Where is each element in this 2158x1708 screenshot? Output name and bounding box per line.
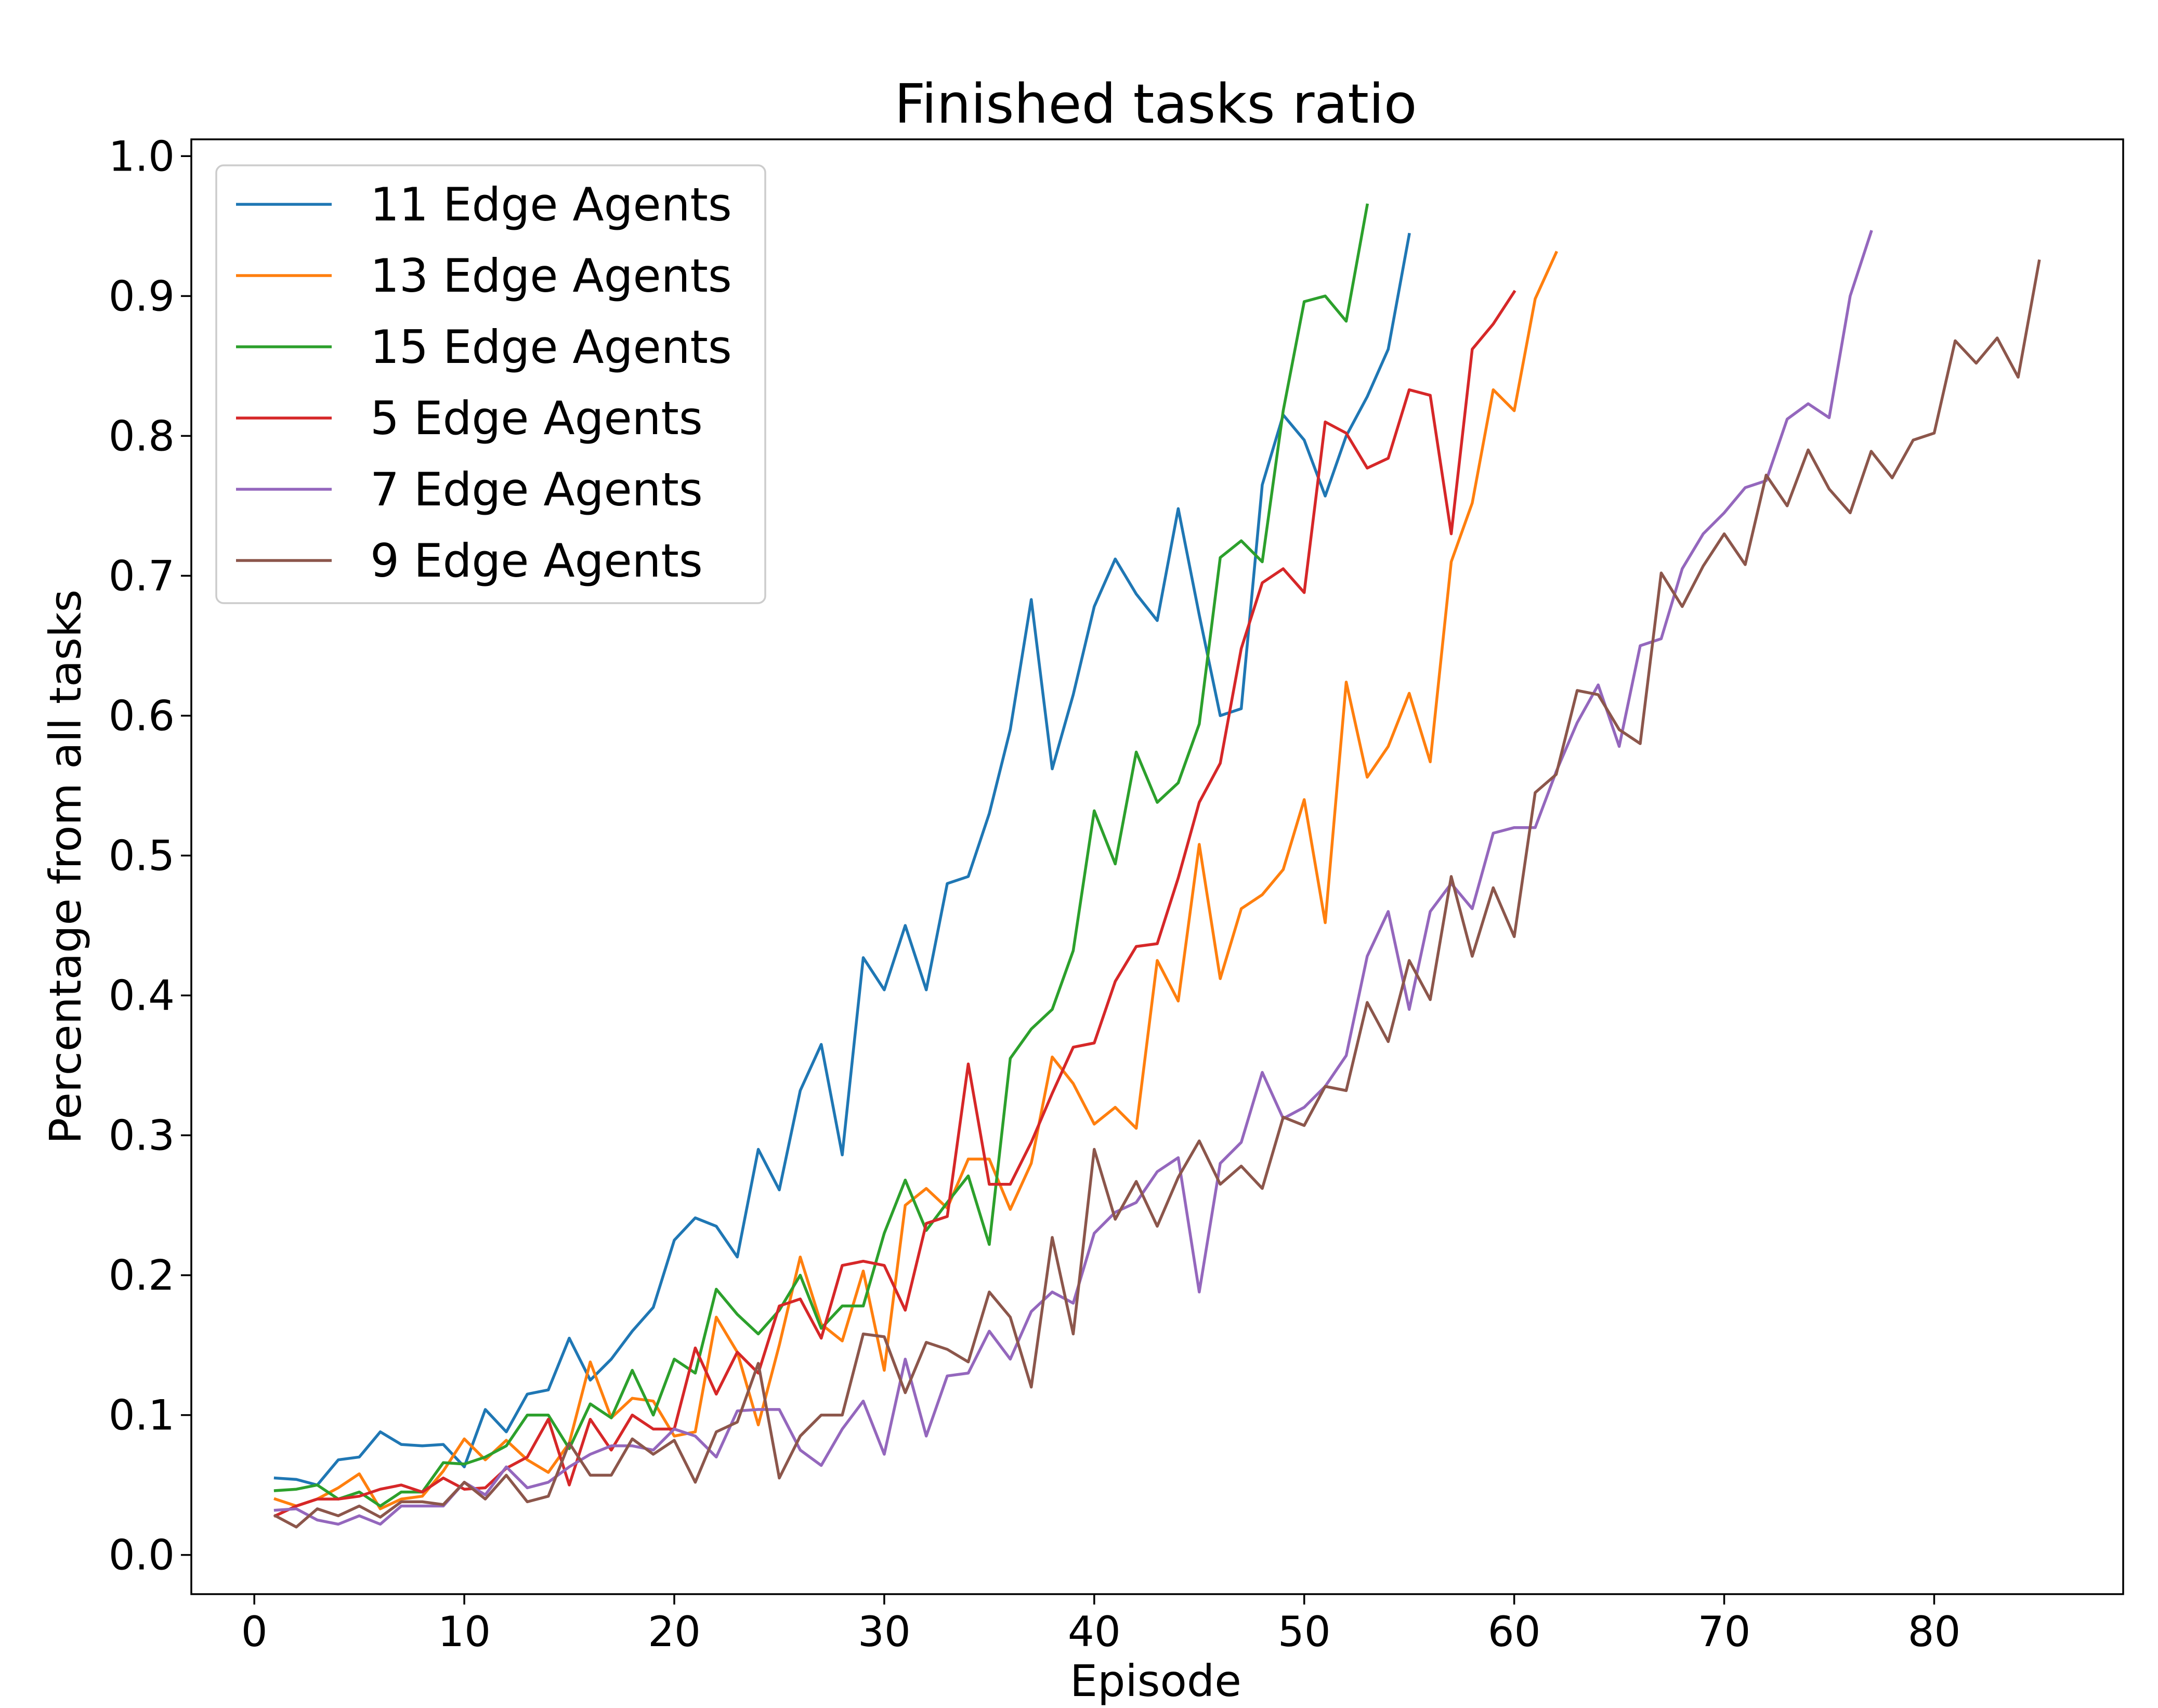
y-tick-label: 0.9	[109, 272, 175, 320]
legend-label: 9 Edge Agents	[370, 534, 703, 588]
legend-label: 5 Edge Agents	[370, 392, 703, 445]
legend-label: 15 Edge Agents	[370, 320, 732, 374]
series-line-0	[273, 232, 1411, 1487]
legend-label: 7 Edge Agents	[370, 463, 703, 516]
x-tick-label: 40	[1068, 1608, 1121, 1656]
y-tick-label: 0.6	[109, 692, 175, 740]
y-axis-label: Percentage from all tasks	[40, 590, 91, 1144]
y-tick-label: 0.3	[109, 1112, 175, 1160]
x-tick-label: 80	[1908, 1608, 1961, 1656]
x-axis-label: Episode	[1070, 1655, 1241, 1706]
y-tick-label: 0.0	[109, 1531, 175, 1580]
x-tick-label: 50	[1278, 1608, 1331, 1656]
x-tick-label: 0	[241, 1608, 268, 1656]
series-lines	[273, 203, 2041, 1529]
legend-box	[215, 164, 766, 604]
legend-label: 13 Edge Agents	[370, 249, 732, 303]
legend: 11 Edge Agents 13 Edge Agents 15 Edge Agen…	[215, 164, 766, 604]
x-tick-label: 10	[438, 1608, 491, 1656]
y-tick-label: 0.7	[109, 552, 175, 600]
series-line-5	[273, 259, 2041, 1529]
plot-area	[190, 138, 2124, 1595]
x-tick-label: 20	[648, 1608, 701, 1656]
chart-title: Finished tasks ratio	[894, 72, 1417, 136]
x-tick-label: 70	[1698, 1608, 1751, 1656]
legend-label: 11 Edge Agents	[370, 178, 732, 231]
x-tick-label: 30	[858, 1608, 911, 1656]
y-tick-label: 0.2	[109, 1251, 175, 1300]
y-tick-label: 0.4	[109, 972, 175, 1020]
axis-ticks: 0 10 20 30 40 50 60 70 80 0.0 0.1 0.2 0.3 0.4 0.5 0.6 0.…	[109, 132, 1961, 1656]
y-tick-label: 0.1	[109, 1391, 175, 1440]
y-tick-label: 1.0	[109, 132, 175, 180]
x-tick-label: 60	[1488, 1608, 1541, 1656]
series-line-2	[273, 203, 1369, 1508]
y-tick-label: 0.5	[109, 831, 175, 880]
series-line-3	[273, 290, 1516, 1518]
y-tick-label: 0.8	[109, 412, 175, 460]
